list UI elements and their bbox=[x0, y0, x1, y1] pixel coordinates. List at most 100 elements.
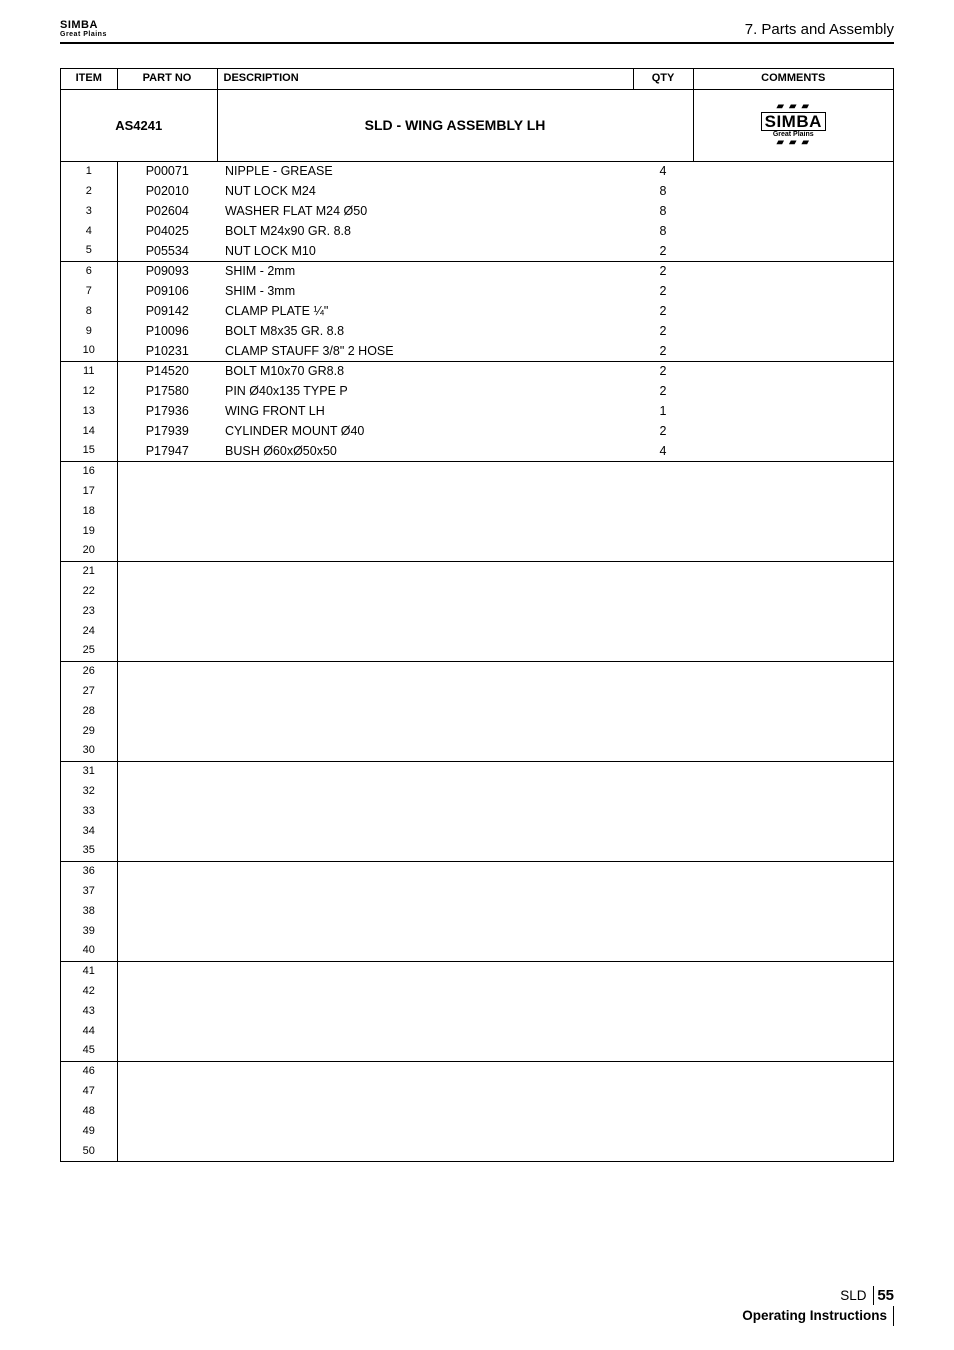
cell-part bbox=[117, 681, 217, 701]
header-logo-line2: Great Plains bbox=[60, 31, 107, 38]
cell-qty: 8 bbox=[633, 201, 693, 221]
cell-desc bbox=[217, 761, 633, 781]
table-row: 40 bbox=[61, 941, 893, 961]
cell-comments bbox=[693, 441, 893, 461]
cell-desc bbox=[217, 521, 633, 541]
cell-qty bbox=[633, 901, 693, 921]
cell-comments bbox=[693, 221, 893, 241]
cell-item: 49 bbox=[61, 1121, 117, 1141]
cell-part: P09093 bbox=[117, 261, 217, 281]
cell-part: P00071 bbox=[117, 161, 217, 181]
table-row: 32 bbox=[61, 781, 893, 801]
cell-desc: BOLT M24x90 GR. 8.8 bbox=[217, 221, 633, 241]
cell-part bbox=[117, 801, 217, 821]
section-title: 7. Parts and Assembly bbox=[745, 21, 894, 38]
cell-part: P04025 bbox=[117, 221, 217, 241]
table-row: 19 bbox=[61, 521, 893, 541]
cell-comments bbox=[693, 681, 893, 701]
header-small-logo: SIMBA Great Plains bbox=[60, 20, 107, 38]
cell-qty: 1 bbox=[633, 401, 693, 421]
cell-comments bbox=[693, 1041, 893, 1061]
cell-desc bbox=[217, 541, 633, 561]
cell-part: P17936 bbox=[117, 401, 217, 421]
cell-desc bbox=[217, 821, 633, 841]
table-row: 14P17939CYLINDER MOUNT Ø402 bbox=[61, 421, 893, 441]
cell-comments bbox=[693, 901, 893, 921]
cell-comments bbox=[693, 841, 893, 861]
table-row: 13P17936WING FRONT LH1 bbox=[61, 401, 893, 421]
cell-item: 29 bbox=[61, 721, 117, 741]
cell-part bbox=[117, 741, 217, 761]
cell-comments bbox=[693, 241, 893, 261]
cell-part bbox=[117, 501, 217, 521]
brand-bars-icon: ▰ ▰ ▰ bbox=[761, 102, 826, 112]
cell-item: 45 bbox=[61, 1041, 117, 1061]
page: SIMBA Great Plains 7. Parts and Assembly… bbox=[0, 0, 954, 1350]
cell-desc bbox=[217, 941, 633, 961]
cell-item: 28 bbox=[61, 701, 117, 721]
table-column-header: ITEM PART NO DESCRIPTION QTY COMMENTS bbox=[61, 69, 893, 89]
cell-desc bbox=[217, 621, 633, 641]
cell-qty: 2 bbox=[633, 381, 693, 401]
cell-item: 6 bbox=[61, 261, 117, 281]
cell-comments bbox=[693, 181, 893, 201]
cell-item: 34 bbox=[61, 821, 117, 841]
brand-box: ▰ ▰ ▰ SIMBA Great Plains ▰ ▰ ▰ bbox=[761, 102, 826, 148]
cell-desc bbox=[217, 741, 633, 761]
cell-item: 11 bbox=[61, 361, 117, 381]
cell-qty bbox=[633, 981, 693, 1001]
cell-desc bbox=[217, 1141, 633, 1161]
cell-comments bbox=[693, 1001, 893, 1021]
cell-item: 22 bbox=[61, 581, 117, 601]
cell-part bbox=[117, 701, 217, 721]
cell-qty: 2 bbox=[633, 281, 693, 301]
cell-desc: SHIM - 3mm bbox=[217, 281, 633, 301]
cell-part bbox=[117, 721, 217, 741]
cell-comments bbox=[693, 601, 893, 621]
cell-qty bbox=[633, 801, 693, 821]
table-row: 18 bbox=[61, 501, 893, 521]
cell-item: 39 bbox=[61, 921, 117, 941]
cell-qty bbox=[633, 501, 693, 521]
table-row: 25 bbox=[61, 641, 893, 661]
cell-item: 26 bbox=[61, 661, 117, 681]
cell-part bbox=[117, 461, 217, 481]
cell-part: P05534 bbox=[117, 241, 217, 261]
cell-item: 27 bbox=[61, 681, 117, 701]
cell-desc bbox=[217, 841, 633, 861]
cell-part: P14520 bbox=[117, 361, 217, 381]
page-header: SIMBA Great Plains 7. Parts and Assembly bbox=[60, 20, 894, 44]
cell-qty: 2 bbox=[633, 241, 693, 261]
cell-item: 35 bbox=[61, 841, 117, 861]
cell-desc bbox=[217, 1061, 633, 1081]
cell-desc bbox=[217, 481, 633, 501]
cell-comments bbox=[693, 521, 893, 541]
cell-comments bbox=[693, 541, 893, 561]
cell-qty bbox=[633, 1141, 693, 1161]
cell-qty: 8 bbox=[633, 221, 693, 241]
cell-item: 41 bbox=[61, 961, 117, 981]
cell-qty bbox=[633, 941, 693, 961]
cell-desc: NUT LOCK M24 bbox=[217, 181, 633, 201]
table-row: 12P17580PIN Ø40x135 TYPE P2 bbox=[61, 381, 893, 401]
cell-part bbox=[117, 1121, 217, 1141]
brand-name: SIMBA bbox=[761, 112, 826, 131]
cell-desc bbox=[217, 921, 633, 941]
footer-code-line: SLD bbox=[840, 1286, 873, 1306]
cell-desc: BOLT M8x35 GR. 8.8 bbox=[217, 321, 633, 341]
cell-comments bbox=[693, 981, 893, 1001]
assembly-title: SLD - WING ASSEMBLY LH bbox=[217, 89, 693, 161]
cell-item: 47 bbox=[61, 1081, 117, 1101]
footer-label: Operating Instructions bbox=[742, 1306, 894, 1326]
cell-item: 31 bbox=[61, 761, 117, 781]
cell-qty bbox=[633, 1121, 693, 1141]
cell-comments bbox=[693, 1021, 893, 1041]
cell-desc: NIPPLE - GREASE bbox=[217, 161, 633, 181]
cell-comments bbox=[693, 1081, 893, 1101]
cell-desc bbox=[217, 781, 633, 801]
cell-part bbox=[117, 901, 217, 921]
cell-desc: CLAMP PLATE ¼" bbox=[217, 301, 633, 321]
table-row: 17 bbox=[61, 481, 893, 501]
cell-part bbox=[117, 781, 217, 801]
cell-comments bbox=[693, 161, 893, 181]
